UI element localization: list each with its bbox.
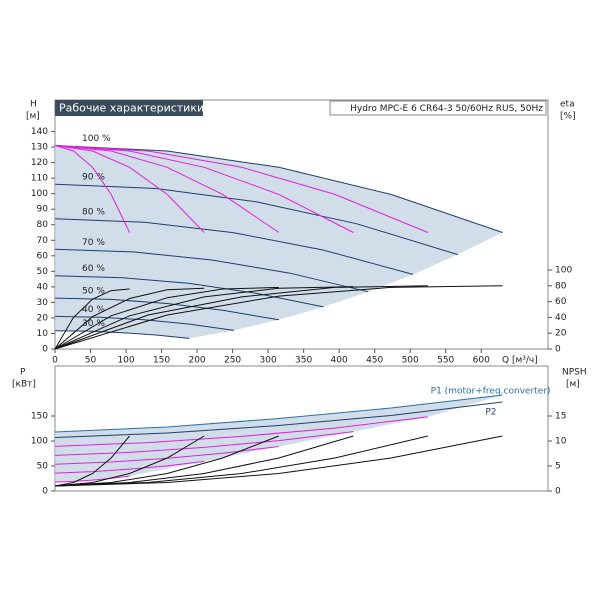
curve [54,315,235,331]
curve-label: 60 % [82,264,105,274]
y-tick-label: 100 [31,189,48,199]
x-tick-label: 400 [331,356,348,366]
y2-unit: [м] [566,380,580,390]
y2-tick-label: 20 [555,329,567,339]
x-label: Q [м³/ч] [502,356,538,366]
curve [54,460,205,474]
x-tick-label: 350 [295,356,312,366]
secondary-curve [54,286,354,350]
subtitle-box [329,100,547,116]
x-tick-label: 0 [52,356,58,366]
curve [54,145,429,233]
y-tick-label: 120 [31,158,48,168]
curve [54,183,458,256]
y2-tick-label: 100 [555,266,572,276]
y2-tick-label: 60 [555,297,567,307]
y2-label: NPSH [562,368,587,378]
y-tick-label: 110 [31,174,48,184]
secondary-curve [54,285,503,350]
curve [54,431,354,456]
y-tick-label: 50 [37,267,49,277]
curve [54,275,324,308]
curve [54,401,503,438]
y-label: P [20,368,26,378]
x-tick-label: 200 [188,356,205,366]
curve-label: 40 % [82,305,105,315]
y-tick-label: 70 [37,236,49,246]
y-tick-label: 150 [31,412,48,422]
secondary-curve [54,288,130,350]
y-tick-label: 0 [42,345,48,355]
curve-label: 100 % [82,134,111,144]
y2-tick-label: 40 [555,313,567,323]
curve [54,145,503,233]
secondary-curve [54,435,503,487]
curve-label: 90 % [82,173,105,183]
curve [54,475,130,483]
y2-tick-label: 0 [555,487,561,497]
curve [54,416,428,447]
curve [54,145,354,233]
x-tick-label: 300 [260,356,277,366]
y-label: H [30,100,37,110]
y-unit: [м] [26,112,40,122]
secondary-curve [54,287,205,350]
operating-region [55,395,503,483]
secondary-curve [54,435,279,487]
subtitle: Hydro MPC-E 6 CR64-3 50/60Hz RUS, 50Hz [350,104,543,114]
y-tick-label: 0 [42,487,48,497]
y-tick-label: 60 [37,251,49,261]
y-tick-label: 90 [37,205,49,215]
y2-tick-label: 10 [555,437,567,447]
y-unit: [кВт] [12,380,36,390]
y2-label: eta [560,100,575,110]
y-tick-label: 30 [37,298,49,308]
y-tick-label: 130 [31,143,48,153]
secondary-curve [54,435,205,487]
curve [54,394,503,433]
secondary-curve [54,435,130,487]
curve-label: 70 % [82,238,105,248]
x-tick-label: 150 [153,356,170,366]
y-tick-label: 140 [31,127,48,137]
curve-label: 50 % [82,287,105,297]
x-tick-label: 600 [473,356,490,366]
y-tick-label: 80 [37,220,49,230]
x-tick-label: 500 [402,356,419,366]
title-bar [55,100,203,116]
y-tick-label: 20 [37,313,49,323]
secondary-curve [54,285,428,350]
x-tick-label: 550 [437,356,454,366]
x-tick-label: 100 [117,356,134,366]
y2-tick-label: 80 [555,281,567,291]
x-tick-label: 450 [366,356,383,366]
curve [54,145,205,233]
y-tick-label: 100 [31,437,48,447]
curve [54,145,131,233]
y-tick-label: 50 [37,462,49,472]
curve [54,330,190,339]
curve-label: 30 % [82,319,105,329]
curve-label: P1 (motor+freq.converter) [431,387,551,397]
x-tick-label: 250 [224,356,241,366]
y2-tick-label: 5 [555,462,561,472]
x-tick-label: 50 [85,356,97,366]
y2-unit: [%] [560,112,576,122]
curve-label: 80 % [82,207,105,217]
secondary-curve [54,286,279,350]
y2-tick-label: 0 [555,345,561,355]
chart-title: Рабочие характеристики [59,102,204,115]
y-tick-label: 10 [37,329,49,339]
y2-tick-label: 15 [555,412,566,422]
curve [54,218,414,275]
curve [54,145,280,233]
y-tick-label: 40 [37,282,49,292]
curve [54,248,369,293]
curve-label: P2 [485,408,496,418]
